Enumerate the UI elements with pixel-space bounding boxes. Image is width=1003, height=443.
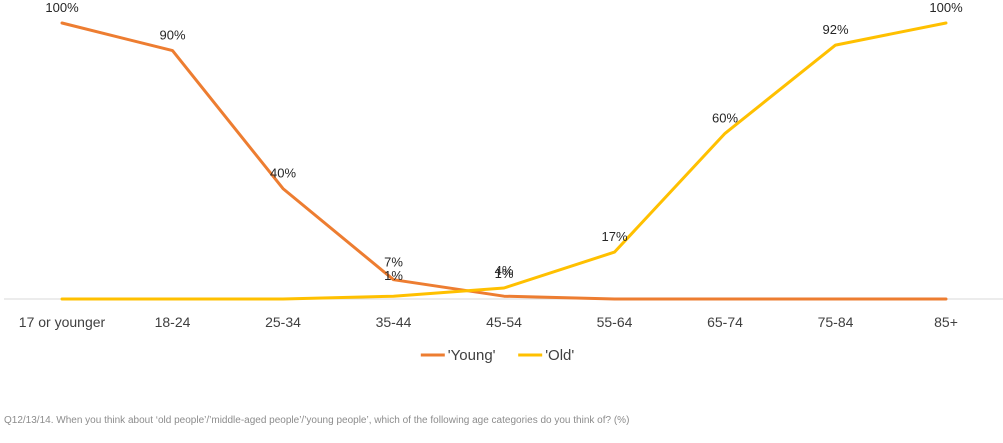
- series-layer: [60, 21, 948, 301]
- legend-label: 'Young': [448, 347, 496, 364]
- data-label: 100%: [45, 0, 79, 15]
- series-line-1: [60, 21, 948, 301]
- data-label: 90%: [159, 28, 185, 43]
- x-tick-label: 17 or younger: [19, 314, 106, 330]
- data-label: 60%: [712, 110, 738, 125]
- data-label: 92%: [822, 22, 848, 37]
- data-label: 7%: [384, 255, 403, 270]
- footnote: Q12/13/14. When you think about ‘old peo…: [4, 415, 630, 426]
- data-label: 40%: [270, 166, 296, 181]
- data-label: 1%: [384, 268, 403, 283]
- line-chart: 100%90%40%7%1%1% 4%17%60%92%100% 17 or yo…: [4, 0, 1003, 364]
- x-tick-label: 45-54: [486, 314, 522, 330]
- series-line-0: [60, 21, 948, 301]
- data-label: 100%: [929, 0, 963, 15]
- x-axis-ticks: 17 or younger 18-24 25-34 35-44 45-54 55-64 65…: [19, 314, 958, 330]
- x-tick-label: 35-44: [376, 314, 412, 330]
- data-label: 4%: [495, 263, 514, 278]
- data-label: 17%: [601, 229, 627, 244]
- x-tick-label: 55-64: [597, 314, 633, 330]
- data-label: 1%: [495, 266, 514, 281]
- x-tick-label: 85+: [934, 314, 958, 330]
- x-tick-label: 65-74: [707, 314, 743, 330]
- x-tick-label: 75-84: [818, 314, 854, 330]
- x-tick-label: 25-34: [265, 314, 301, 330]
- x-tick-label: 18-24: [155, 314, 191, 330]
- legend-label: 'Old': [545, 347, 574, 364]
- legend: 'Young' 'Old': [420, 347, 574, 364]
- data-labels: 100%90%40%7%1%1% 4%17%60%92%100%: [45, 0, 963, 283]
